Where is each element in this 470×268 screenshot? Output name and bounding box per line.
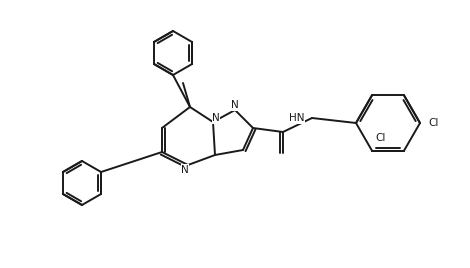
Text: Cl: Cl <box>428 118 439 128</box>
Text: N: N <box>212 113 220 123</box>
Text: N: N <box>231 100 239 110</box>
Text: Cl: Cl <box>375 133 385 143</box>
Text: HN: HN <box>289 113 304 123</box>
Text: N: N <box>181 165 189 175</box>
